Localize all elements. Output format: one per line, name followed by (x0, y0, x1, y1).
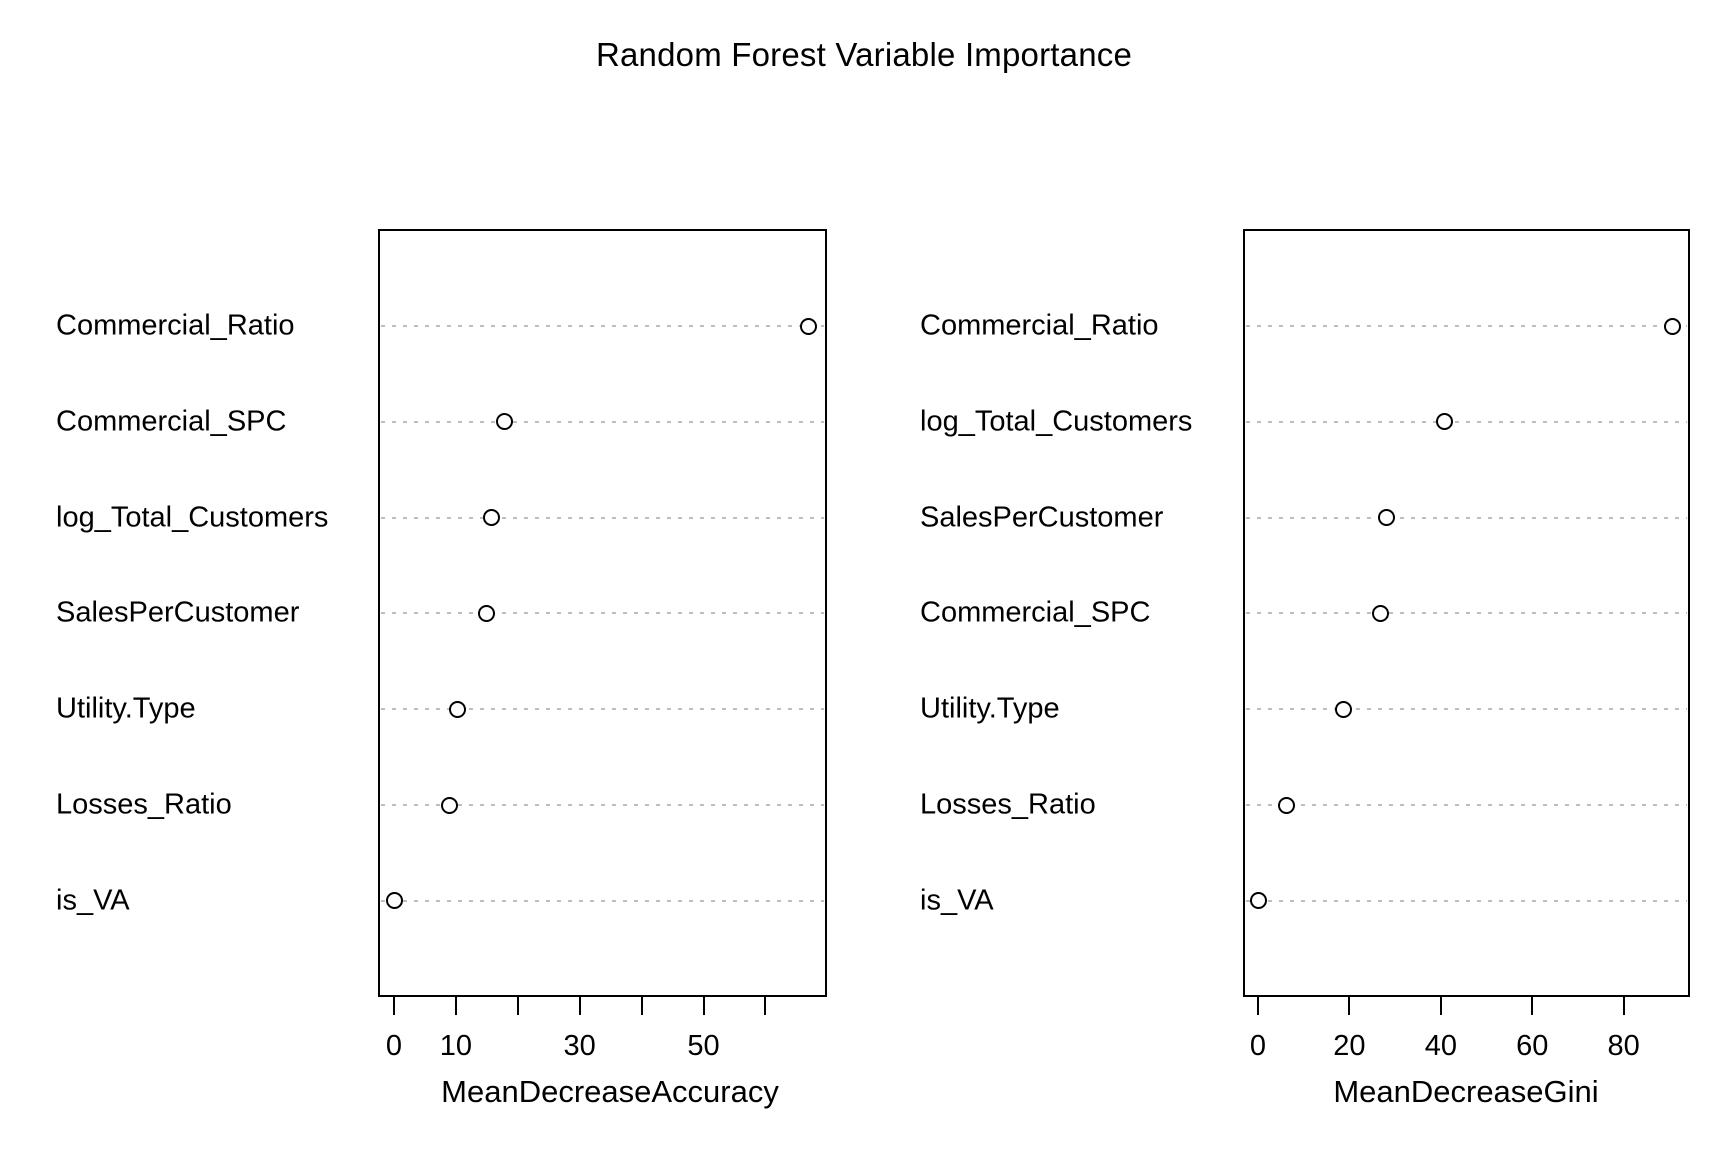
dotted-guide-line (381, 516, 824, 519)
category-label: is_VA (56, 884, 130, 917)
dotted-guide-line (381, 325, 824, 327)
x-tick (516, 997, 519, 1015)
x-tick (1622, 997, 1625, 1015)
x-tick (393, 997, 395, 1015)
data-point (496, 413, 514, 431)
data-point (1436, 413, 1454, 431)
data-point (1278, 796, 1296, 814)
x-tick-label: 30 (563, 1030, 596, 1062)
data-point (1371, 604, 1389, 622)
dotted-guide-line (381, 612, 824, 615)
x-tick (1531, 997, 1534, 1015)
x-tick (1257, 997, 1259, 1015)
x-axis-title: MeanDecreaseGini (1333, 1074, 1599, 1109)
x-tick-label: 10 (439, 1030, 473, 1062)
x-tick-label: 80 (1607, 1030, 1640, 1062)
x-tick (640, 997, 643, 1015)
category-label: Losses_Ratio (920, 788, 1096, 821)
category-label: Commercial_SPC (56, 405, 287, 438)
dotted-guide-line (381, 708, 824, 711)
category-label: log_Total_Customers (920, 405, 1193, 438)
category-label: SalesPerCustomer (56, 596, 300, 629)
data-point (448, 700, 466, 718)
dotted-guide-line (381, 420, 824, 423)
x-tick (764, 997, 767, 1015)
chart-title: Random Forest Variable Importance (595, 36, 1133, 73)
category-label: Losses_Ratio (56, 788, 232, 821)
x-tick-label: 0 (1249, 1030, 1267, 1062)
category-label: log_Total_Customers (56, 501, 329, 534)
category-label: SalesPerCustomer (920, 501, 1164, 534)
dotted-guide-line (381, 899, 824, 902)
category-label: Utility.Type (920, 692, 1060, 725)
category-label: Commercial_Ratio (56, 309, 295, 342)
data-point (800, 317, 818, 335)
dotted-guide-line (1246, 420, 1687, 423)
dotted-guide-line (1246, 325, 1687, 327)
x-tick (1439, 997, 1442, 1015)
x-tick (454, 997, 457, 1015)
data-point (440, 796, 458, 814)
dotted-guide-line (381, 804, 824, 807)
category-label: is_VA (920, 884, 994, 917)
x-axis-title: MeanDecreaseAccuracy (441, 1074, 779, 1109)
category-label: Utility.Type (56, 692, 196, 725)
dotted-guide-line (1246, 516, 1687, 519)
data-point (477, 604, 495, 622)
x-tick-label: 60 (1516, 1030, 1549, 1062)
dotted-guide-line (1246, 612, 1687, 615)
x-tick-label: 0 (385, 1030, 403, 1062)
dotted-guide-line (1246, 708, 1687, 711)
category-label: Commercial_Ratio (920, 309, 1159, 342)
data-point (1250, 892, 1268, 910)
x-tick (702, 997, 705, 1015)
data-point (1378, 509, 1396, 527)
dotted-guide-line (1246, 899, 1687, 902)
x-tick (1348, 997, 1351, 1015)
x-tick (578, 997, 581, 1015)
data-point (1334, 700, 1352, 718)
data-point (1663, 317, 1681, 335)
x-tick-label: 50 (687, 1030, 720, 1062)
dotted-guide-line (1246, 804, 1687, 807)
x-tick-label: 40 (1424, 1030, 1457, 1062)
x-tick-label: 20 (1333, 1030, 1366, 1062)
data-point (385, 892, 403, 910)
category-label: Commercial_SPC (920, 596, 1151, 629)
data-point (482, 509, 500, 527)
